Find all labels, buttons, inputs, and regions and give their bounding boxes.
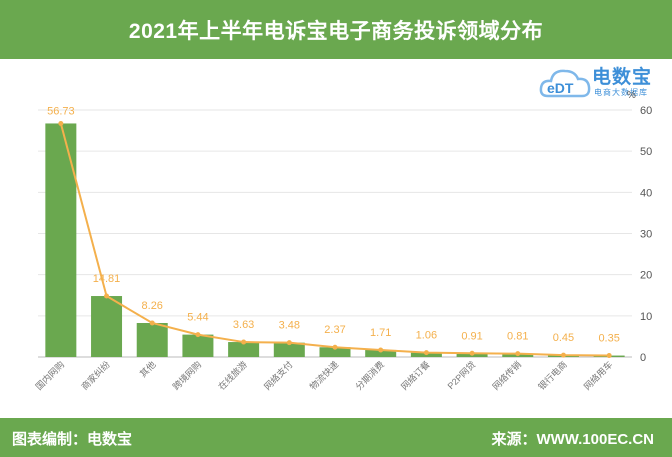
x-category-label: 分期消费 <box>353 359 386 392</box>
chart-title: 2021年上半年电诉宝电子商务投诉领域分布 <box>0 0 672 59</box>
data-label: 0.45 <box>553 332 574 344</box>
bar <box>182 334 214 357</box>
data-label: 5.44 <box>187 312 208 324</box>
data-label: 3.48 <box>279 320 300 332</box>
x-category-label: 网络订餐 <box>399 359 432 392</box>
line-point <box>58 120 64 126</box>
x-category-label: 在线旅游 <box>216 359 249 392</box>
line-point <box>515 351 521 357</box>
line-point <box>104 293 110 299</box>
x-category-label: 网络用车 <box>581 359 614 392</box>
footer-bar: 图表编制：电数宝 来源：WWW.100EC.CN <box>0 418 672 457</box>
footer-source: 来源：WWW.100EC.CN <box>491 431 654 448</box>
y-tick-label: 50 <box>640 146 652 158</box>
data-label: 56.73 <box>47 105 75 117</box>
bar <box>136 322 168 357</box>
x-category-label: 网络支付 <box>261 359 294 392</box>
data-label: 1.06 <box>416 330 437 342</box>
y-tick-label: 0 <box>640 352 646 364</box>
line-point <box>378 347 384 353</box>
logo-icon-text: eDT <box>547 80 574 96</box>
cloud-logo-icon: eDT <box>539 69 591 98</box>
line-point <box>286 340 292 346</box>
series-line <box>59 123 610 357</box>
bar <box>273 342 305 357</box>
data-label: 0.81 <box>507 331 528 343</box>
line-point <box>195 332 201 338</box>
data-label: 14.81 <box>93 273 121 285</box>
bar <box>45 123 77 357</box>
x-category-label: 国内网购 <box>33 359 66 392</box>
y-tick-label: 40 <box>640 187 652 199</box>
y-tick-label: 20 <box>640 270 652 282</box>
data-label: 0.91 <box>461 330 482 342</box>
x-category-label: P2P网贷 <box>445 359 478 392</box>
footer-credit: 图表编制：电数宝 <box>12 431 133 448</box>
data-label: 0.35 <box>598 333 619 345</box>
bar <box>228 342 260 357</box>
x-category-label: 商家纠纷 <box>79 359 112 392</box>
data-label: 2.37 <box>324 324 345 336</box>
data-label: 8.26 <box>142 300 163 312</box>
line-point <box>560 352 566 358</box>
bar-line-chart: 0 10 20 30 40 50 60% 56.73 14.81 8.26 5.44 3.63 3.48… <box>33 90 652 392</box>
brand-logo: eDT 电数宝 电商大数据库 <box>538 62 658 102</box>
data-label: 1.71 <box>370 327 391 339</box>
line-point <box>149 320 155 326</box>
x-category-label: 其他 <box>137 359 158 380</box>
line-point <box>423 350 429 356</box>
bar <box>365 349 397 357</box>
bar <box>91 296 123 357</box>
data-label: 3.63 <box>233 319 254 331</box>
y-tick-label: 60 <box>640 105 652 117</box>
line-point <box>241 339 247 345</box>
x-category-label: 跨境网购 <box>170 359 203 392</box>
line-point <box>332 344 338 350</box>
y-tick-label: 30 <box>640 229 652 241</box>
x-category-label: 网络传销 <box>490 359 523 392</box>
x-category-label: 物流快递 <box>307 359 340 392</box>
x-category-label: 银行电商 <box>536 359 569 392</box>
logo-tagline: 电商大数据库 <box>594 88 648 97</box>
unit-label: % <box>627 90 636 101</box>
bar <box>319 347 351 357</box>
line-point <box>469 350 475 356</box>
y-tick-label: 10 <box>640 311 652 323</box>
line-point <box>606 353 612 359</box>
logo-name: 电数宝 <box>592 67 653 88</box>
